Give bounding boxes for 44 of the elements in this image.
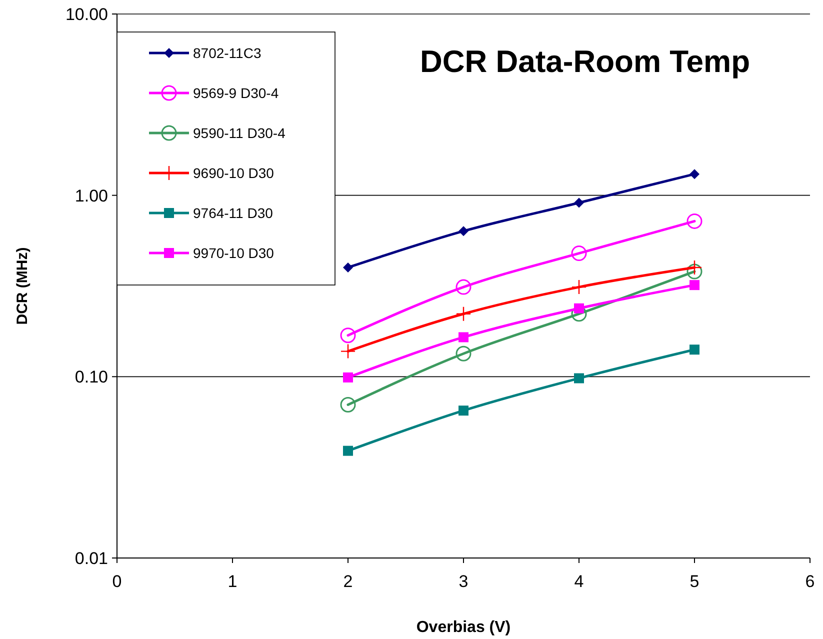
legend-label: 9690-10 D30	[193, 164, 274, 181]
x-tick-label: 4	[574, 572, 584, 591]
point	[343, 446, 353, 456]
x-tick-label: 1	[228, 572, 238, 591]
point	[686, 260, 702, 276]
legend-label: 9569-9 D30-4	[193, 84, 279, 101]
y-tick-label: 0.01	[74, 548, 108, 568]
y-tick-label: 1.00	[74, 186, 108, 206]
point	[340, 328, 356, 344]
point	[571, 306, 587, 322]
x-axis-title: Overbias (V)	[416, 619, 511, 636]
point	[456, 279, 472, 295]
legend-label: 9764-11 D30	[193, 204, 274, 221]
legend-label: 9970-10 D30	[193, 244, 274, 261]
x-tick-label: 0	[112, 572, 122, 591]
x-tick-label: 5	[690, 572, 700, 591]
point	[574, 373, 584, 384]
point	[571, 279, 587, 295]
point	[686, 213, 702, 229]
point	[574, 303, 584, 314]
point	[571, 246, 587, 262]
point	[574, 198, 584, 208]
x-tick-label: 3	[458, 572, 468, 591]
point	[690, 169, 700, 180]
point	[458, 406, 468, 416]
x-tick-label: 2	[343, 572, 353, 591]
point	[456, 306, 472, 322]
y-axis-title: DCR (MHz)	[14, 247, 31, 325]
point	[458, 226, 468, 236]
point	[340, 397, 356, 413]
y-tick-label: 0.10	[74, 368, 108, 387]
point	[690, 344, 700, 355]
y-tick-label: 10.00	[65, 4, 108, 24]
point	[456, 346, 472, 362]
legend-label: 8702-11C3	[193, 44, 262, 61]
point	[690, 280, 700, 290]
point	[686, 264, 702, 280]
point	[343, 262, 353, 272]
x-tick-label: 6	[805, 572, 815, 591]
point	[343, 372, 353, 382]
point	[458, 332, 468, 342]
point	[340, 344, 356, 359]
legend-label: 9590-11 D30-4	[193, 124, 286, 141]
text: DCR Data-Room Temp	[420, 44, 750, 79]
